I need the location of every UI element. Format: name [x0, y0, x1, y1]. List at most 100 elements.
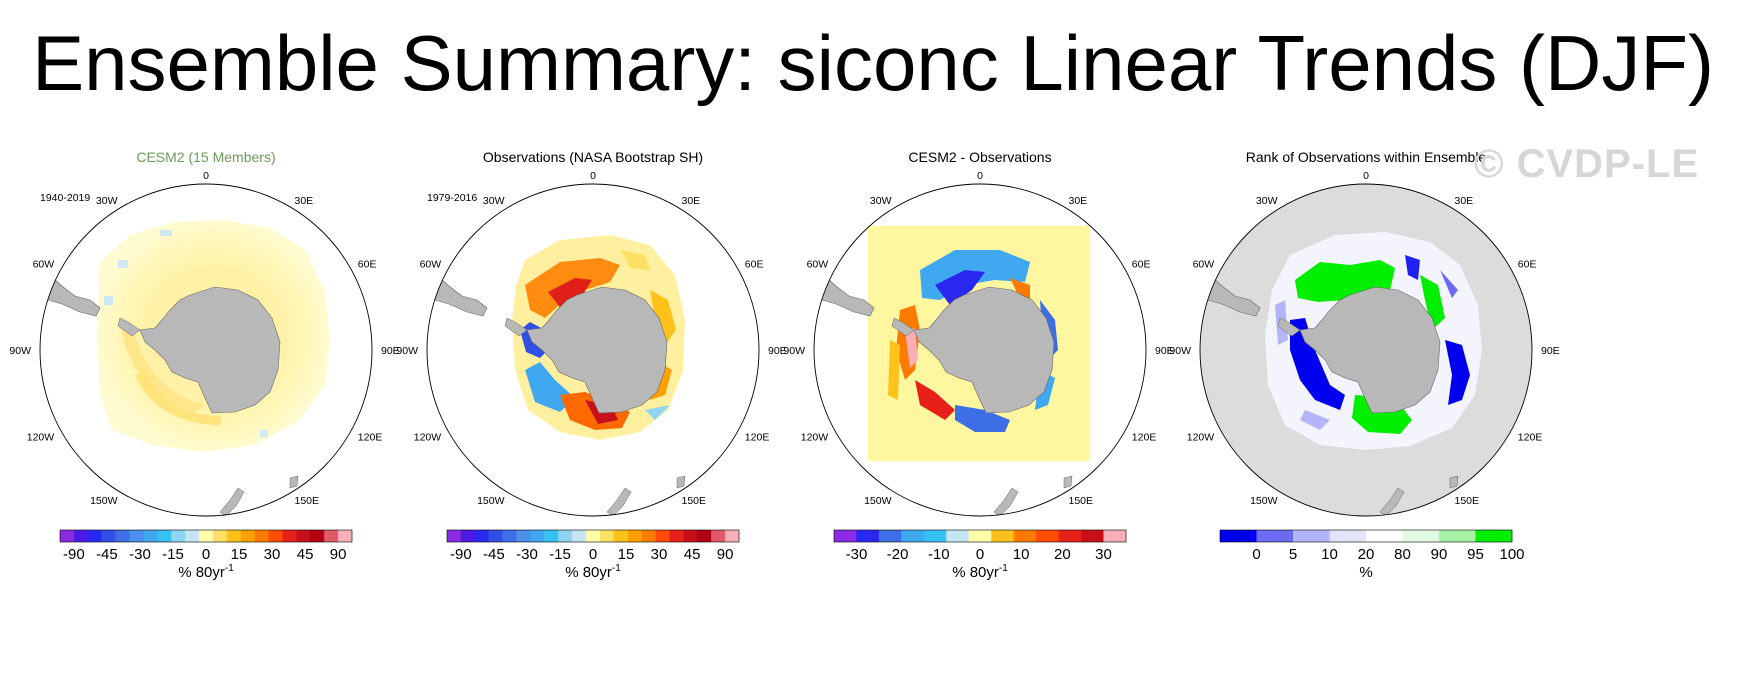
- colorbar-swatch: [856, 530, 880, 542]
- panel-difference: CESM2 - Observations 0 30E 60E 90E 120E 150E 1…: [783, 149, 1173, 581]
- colorbar: -30 -20 -10 0 10 20 30 % 80yr-1: [833, 529, 1127, 581]
- longitude-label: 150W: [90, 495, 118, 507]
- longitude-label: 0: [590, 170, 596, 182]
- colorbar-tick-label: 0: [1252, 546, 1260, 563]
- colorbar-unit-label: % 80yr-1: [565, 563, 621, 581]
- longitude-label: 90E: [768, 345, 787, 357]
- colorbar-swatch: [1366, 530, 1403, 542]
- longitude-label: 60W: [33, 259, 55, 271]
- colorbar-swatch: [1402, 530, 1440, 542]
- colorbar-swatch: [447, 530, 462, 542]
- map-field: [40, 184, 372, 516]
- colorbar-swatch: [516, 530, 531, 542]
- colorbar-tick-label: -30: [516, 546, 538, 563]
- figure-title: Ensemble Summary: siconc Linear Trends (…: [32, 19, 1714, 107]
- longitude-label: 120W: [801, 432, 829, 444]
- longitude-label: 60E: [1132, 259, 1151, 271]
- colorbar-swatch: [1013, 530, 1037, 542]
- colorbar-swatch: [613, 530, 629, 542]
- colorbar-swatch: [129, 530, 144, 542]
- panel-title: Rank of Observations within Ensemble: [1246, 149, 1487, 165]
- colorbar-tick-label: 20: [1054, 546, 1071, 563]
- panel-title: Observations (NASA Bootstrap SH): [483, 149, 703, 165]
- colorbar-swatch: [240, 530, 255, 542]
- colorbar-unit-superscript: -1: [225, 563, 234, 574]
- watermark: © CVDP-LE: [1474, 142, 1700, 186]
- longitude-label: 30W: [870, 195, 892, 207]
- colorbar-tick-label: 30: [1095, 546, 1112, 563]
- longitude-label: 60E: [745, 259, 764, 271]
- colorbar-swatch: [212, 530, 228, 542]
- colorbar-swatch: [143, 530, 158, 542]
- longitude-label: 90E: [1155, 345, 1174, 357]
- map-field: [1200, 184, 1532, 516]
- longitude-label: 120E: [358, 432, 383, 444]
- longitude-label: 60E: [1518, 259, 1537, 271]
- colorbar-swatch: [834, 530, 857, 542]
- colorbar-swatch: [115, 530, 130, 542]
- colorbar-tick-label: 15: [618, 546, 635, 563]
- colorbar-swatch: [73, 530, 89, 542]
- longitude-label: 90W: [1169, 345, 1191, 357]
- colorbar-swatch: [968, 530, 992, 542]
- map-field: [427, 184, 759, 516]
- colorbar-tick-label: -90: [450, 546, 472, 563]
- colorbar-swatch: [1475, 530, 1513, 542]
- longitude-label: 30W: [1256, 195, 1278, 207]
- colorbar-tick-label: -30: [129, 546, 151, 563]
- colorbar-swatch: [1220, 530, 1257, 542]
- longitude-label: 60E: [358, 259, 377, 271]
- longitude-label: 90E: [381, 345, 400, 357]
- longitude-label: 120W: [1187, 432, 1215, 444]
- colorbar-tick-label: -45: [96, 546, 118, 563]
- colorbar-swatch: [460, 530, 476, 542]
- colorbar-swatch: [586, 530, 601, 542]
- panel-observations: Observations (NASA Bootstrap SH) 1979-20…: [396, 149, 786, 581]
- colorbar-swatch: [627, 530, 642, 542]
- colorbar-tick-label: -15: [549, 546, 571, 563]
- longitude-label: 120E: [1132, 432, 1157, 444]
- longitude-label: 90W: [783, 345, 805, 357]
- longitude-label: 0: [203, 170, 209, 182]
- colorbar-swatch: [338, 530, 353, 542]
- colorbar-swatch: [87, 530, 103, 542]
- colorbar-swatch: [530, 530, 545, 542]
- period-label: 1979-2016: [427, 192, 477, 204]
- longitude-label: 150E: [1069, 495, 1094, 507]
- longitude-label: 30W: [96, 195, 118, 207]
- longitude-label: 60W: [807, 259, 829, 271]
- colorbar-tick-label: 30: [264, 546, 281, 563]
- longitude-label: 150E: [1455, 495, 1480, 507]
- colorbar-frame: [59, 529, 353, 543]
- colorbar-swatch: [185, 530, 200, 542]
- colorbar-tick-label: -45: [483, 546, 505, 563]
- colorbar-swatch: [544, 530, 559, 542]
- longitude-label: 60W: [1193, 259, 1215, 271]
- colorbar-swatch: [655, 530, 670, 542]
- colorbar-swatch: [1256, 530, 1294, 542]
- colorbar-swatch: [683, 530, 698, 542]
- colorbar-swatch: [1293, 530, 1330, 542]
- colorbar-tick-label: -30: [846, 546, 868, 563]
- colorbar: -90 -45 -30 -15 0 15 30 45 90 % 80yr-1: [446, 529, 740, 581]
- longitude-label: 0: [977, 170, 983, 182]
- colorbar-swatch: [1036, 530, 1059, 542]
- colorbar-swatch: [923, 530, 947, 542]
- colorbar-swatch: [296, 530, 311, 542]
- colorbar-tick-label: 10: [1013, 546, 1030, 563]
- colorbar-tick-label: 20: [1358, 546, 1375, 563]
- colorbar-frame: [833, 529, 1127, 543]
- panel-cesm2: CESM2 (15 Members) 1940-2019 0 30E 60E 90E 1…: [9, 149, 399, 581]
- longitude-label: 60W: [420, 259, 442, 271]
- colorbar-swatch: [199, 530, 214, 542]
- longitude-label: 120E: [1518, 432, 1543, 444]
- colorbar-tick-label: -90: [63, 546, 85, 563]
- colorbar-swatch: [725, 530, 740, 542]
- colorbar-swatch: [991, 530, 1014, 542]
- colorbar-tick-label: 90: [717, 546, 734, 563]
- colorbar-tick-label: 45: [684, 546, 701, 563]
- longitude-label: 0: [1363, 170, 1369, 182]
- longitude-label: 30E: [1455, 195, 1474, 207]
- colorbar-swatch: [268, 530, 283, 542]
- colorbar-swatch: [60, 530, 75, 542]
